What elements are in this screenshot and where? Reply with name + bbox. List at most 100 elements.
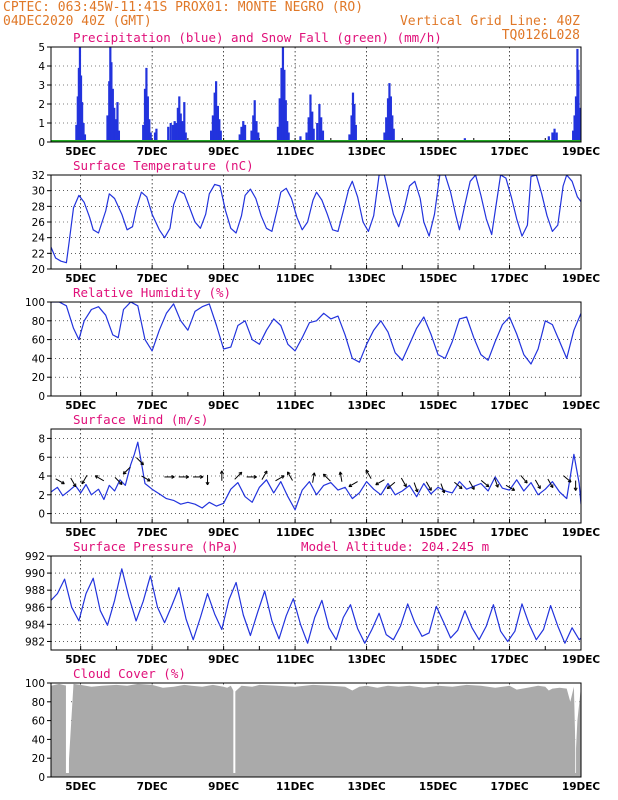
precip-bar xyxy=(276,126,280,142)
wind-frame xyxy=(50,428,582,524)
cloud-xtick-label: 19DEC xyxy=(562,781,601,793)
precip-xtick-label: 15DEC xyxy=(419,146,458,158)
precip-bar xyxy=(114,119,117,142)
precip-bar xyxy=(312,128,315,142)
pressure-xtick-label: 11DEC xyxy=(276,654,315,666)
humidity-xtick-label: 5DEC xyxy=(65,400,96,412)
wind-xtick-label: 17DEC xyxy=(490,527,529,539)
precip-bar xyxy=(286,121,289,142)
wind-vector xyxy=(425,481,432,491)
precip-bar xyxy=(257,132,260,142)
temperature-xtick-label: 19DEC xyxy=(562,273,601,285)
wind-vector xyxy=(322,473,331,482)
cloud-xtick-label: 7DEC xyxy=(137,781,168,793)
precip-bar xyxy=(113,107,116,142)
precip-bar xyxy=(181,121,184,142)
wind-vector xyxy=(338,471,343,482)
humidity-title: Relative Humidity (%) xyxy=(73,285,231,300)
precip-bar xyxy=(284,100,287,142)
precip-bar xyxy=(351,92,355,142)
precip-bar xyxy=(572,130,575,142)
precip-bar xyxy=(278,98,281,142)
wind-vector xyxy=(440,483,446,494)
humidity-ytick-label: 80 xyxy=(32,316,45,328)
temperature-ytick-label: 20 xyxy=(32,264,45,276)
pressure-panel: Surface Pressure (hPa) Model Altitude: 20… xyxy=(25,539,600,666)
precip-bar xyxy=(547,136,550,142)
humidity-ytick-label: 40 xyxy=(32,353,45,365)
wind-series-line xyxy=(51,441,581,511)
precip-bar xyxy=(83,134,87,142)
precip-bar xyxy=(555,132,558,142)
precip-bar xyxy=(176,107,179,142)
precip-bar xyxy=(299,136,302,142)
wind-panel: Surface Wind (m/s) 0 2 4 6 8 5DEC 7DEC 9DEC 11DEC… xyxy=(38,412,600,539)
precip-bar xyxy=(213,92,216,142)
wind-vector xyxy=(386,481,396,490)
precip-bar xyxy=(283,69,286,142)
precip-bar xyxy=(169,123,172,142)
pressure-ytick-label: 992 xyxy=(25,551,45,563)
wind-vector xyxy=(114,477,123,485)
precip-bar xyxy=(388,83,391,142)
wind-ytick-label: 4 xyxy=(38,471,45,483)
wind-ytick-label: 0 xyxy=(38,509,45,521)
wind-vector xyxy=(348,481,358,488)
wind-vector xyxy=(573,480,578,491)
wind-ytick-label: 2 xyxy=(38,490,45,502)
precip-bar xyxy=(146,96,149,142)
wind-vector xyxy=(234,471,243,480)
cloud-xtick-label: 9DEC xyxy=(208,781,239,793)
precip-bar xyxy=(167,126,170,142)
precip-bar xyxy=(578,107,581,142)
temperature-xtick-label: 15DEC xyxy=(419,273,458,285)
wind-vector xyxy=(413,482,419,493)
precip-bar xyxy=(354,124,357,142)
precip-bar xyxy=(106,115,109,142)
wind-vector xyxy=(505,484,516,491)
temperature-ytick-label: 24 xyxy=(32,233,46,245)
precip-ytick-label: 4 xyxy=(38,61,45,73)
precip-panel: Precipitation (blue) and Snow Fall (gree… xyxy=(38,30,600,158)
humidity-panel: Relative Humidity (%) 0 20 40 60 80 100 5DEC 7DE… xyxy=(25,285,600,412)
wind-vector xyxy=(534,479,541,489)
pressure-xtick-label: 9DEC xyxy=(208,654,239,666)
wind-vector xyxy=(287,471,293,481)
precip-xtick-label: 9DEC xyxy=(208,146,239,158)
precip-bar xyxy=(255,121,258,142)
precip-bar xyxy=(243,124,247,142)
precip-bar xyxy=(573,115,576,142)
precip-xtick-label: 11DEC xyxy=(276,146,315,158)
wind-xtick-label: 19DEC xyxy=(562,527,601,539)
humidity-series-line xyxy=(51,302,581,365)
wind-vector xyxy=(122,466,131,475)
precip-ytick-label: 2 xyxy=(38,99,45,111)
cloud-gap xyxy=(575,683,577,773)
humidity-ytick-label: 20 xyxy=(32,372,45,384)
precip-bar xyxy=(153,132,157,142)
precip-bar xyxy=(179,113,182,142)
precip-bar xyxy=(383,132,386,142)
precip-bar xyxy=(218,119,221,142)
station-header: CPTEC: 063:45W-11:41S PROX01: MONTE NEGR… xyxy=(3,0,363,15)
humidity-xtick-label: 17DEC xyxy=(490,400,529,412)
cloud-gap xyxy=(233,683,236,773)
precip-bar xyxy=(553,128,556,142)
wind-vector xyxy=(520,475,528,484)
precip-bar xyxy=(391,115,394,142)
precip-bar xyxy=(318,104,321,142)
precip-bar xyxy=(183,102,186,142)
temperature-plot-area xyxy=(51,175,581,264)
wind-xtick-label: 15DEC xyxy=(419,527,458,539)
pressure-xtick-label: 13DEC xyxy=(347,654,386,666)
precip-xtick-label: 13DEC xyxy=(347,146,386,158)
wind-vector xyxy=(454,481,463,490)
precip-bar xyxy=(173,121,176,142)
precip-bar xyxy=(311,111,314,142)
cloud-ytick-label: 80 xyxy=(32,697,45,709)
wind-vector xyxy=(494,477,499,488)
cloud-xtick-label: 13DEC xyxy=(347,781,386,793)
precip-bar xyxy=(353,104,356,142)
wind-vector xyxy=(311,472,316,483)
